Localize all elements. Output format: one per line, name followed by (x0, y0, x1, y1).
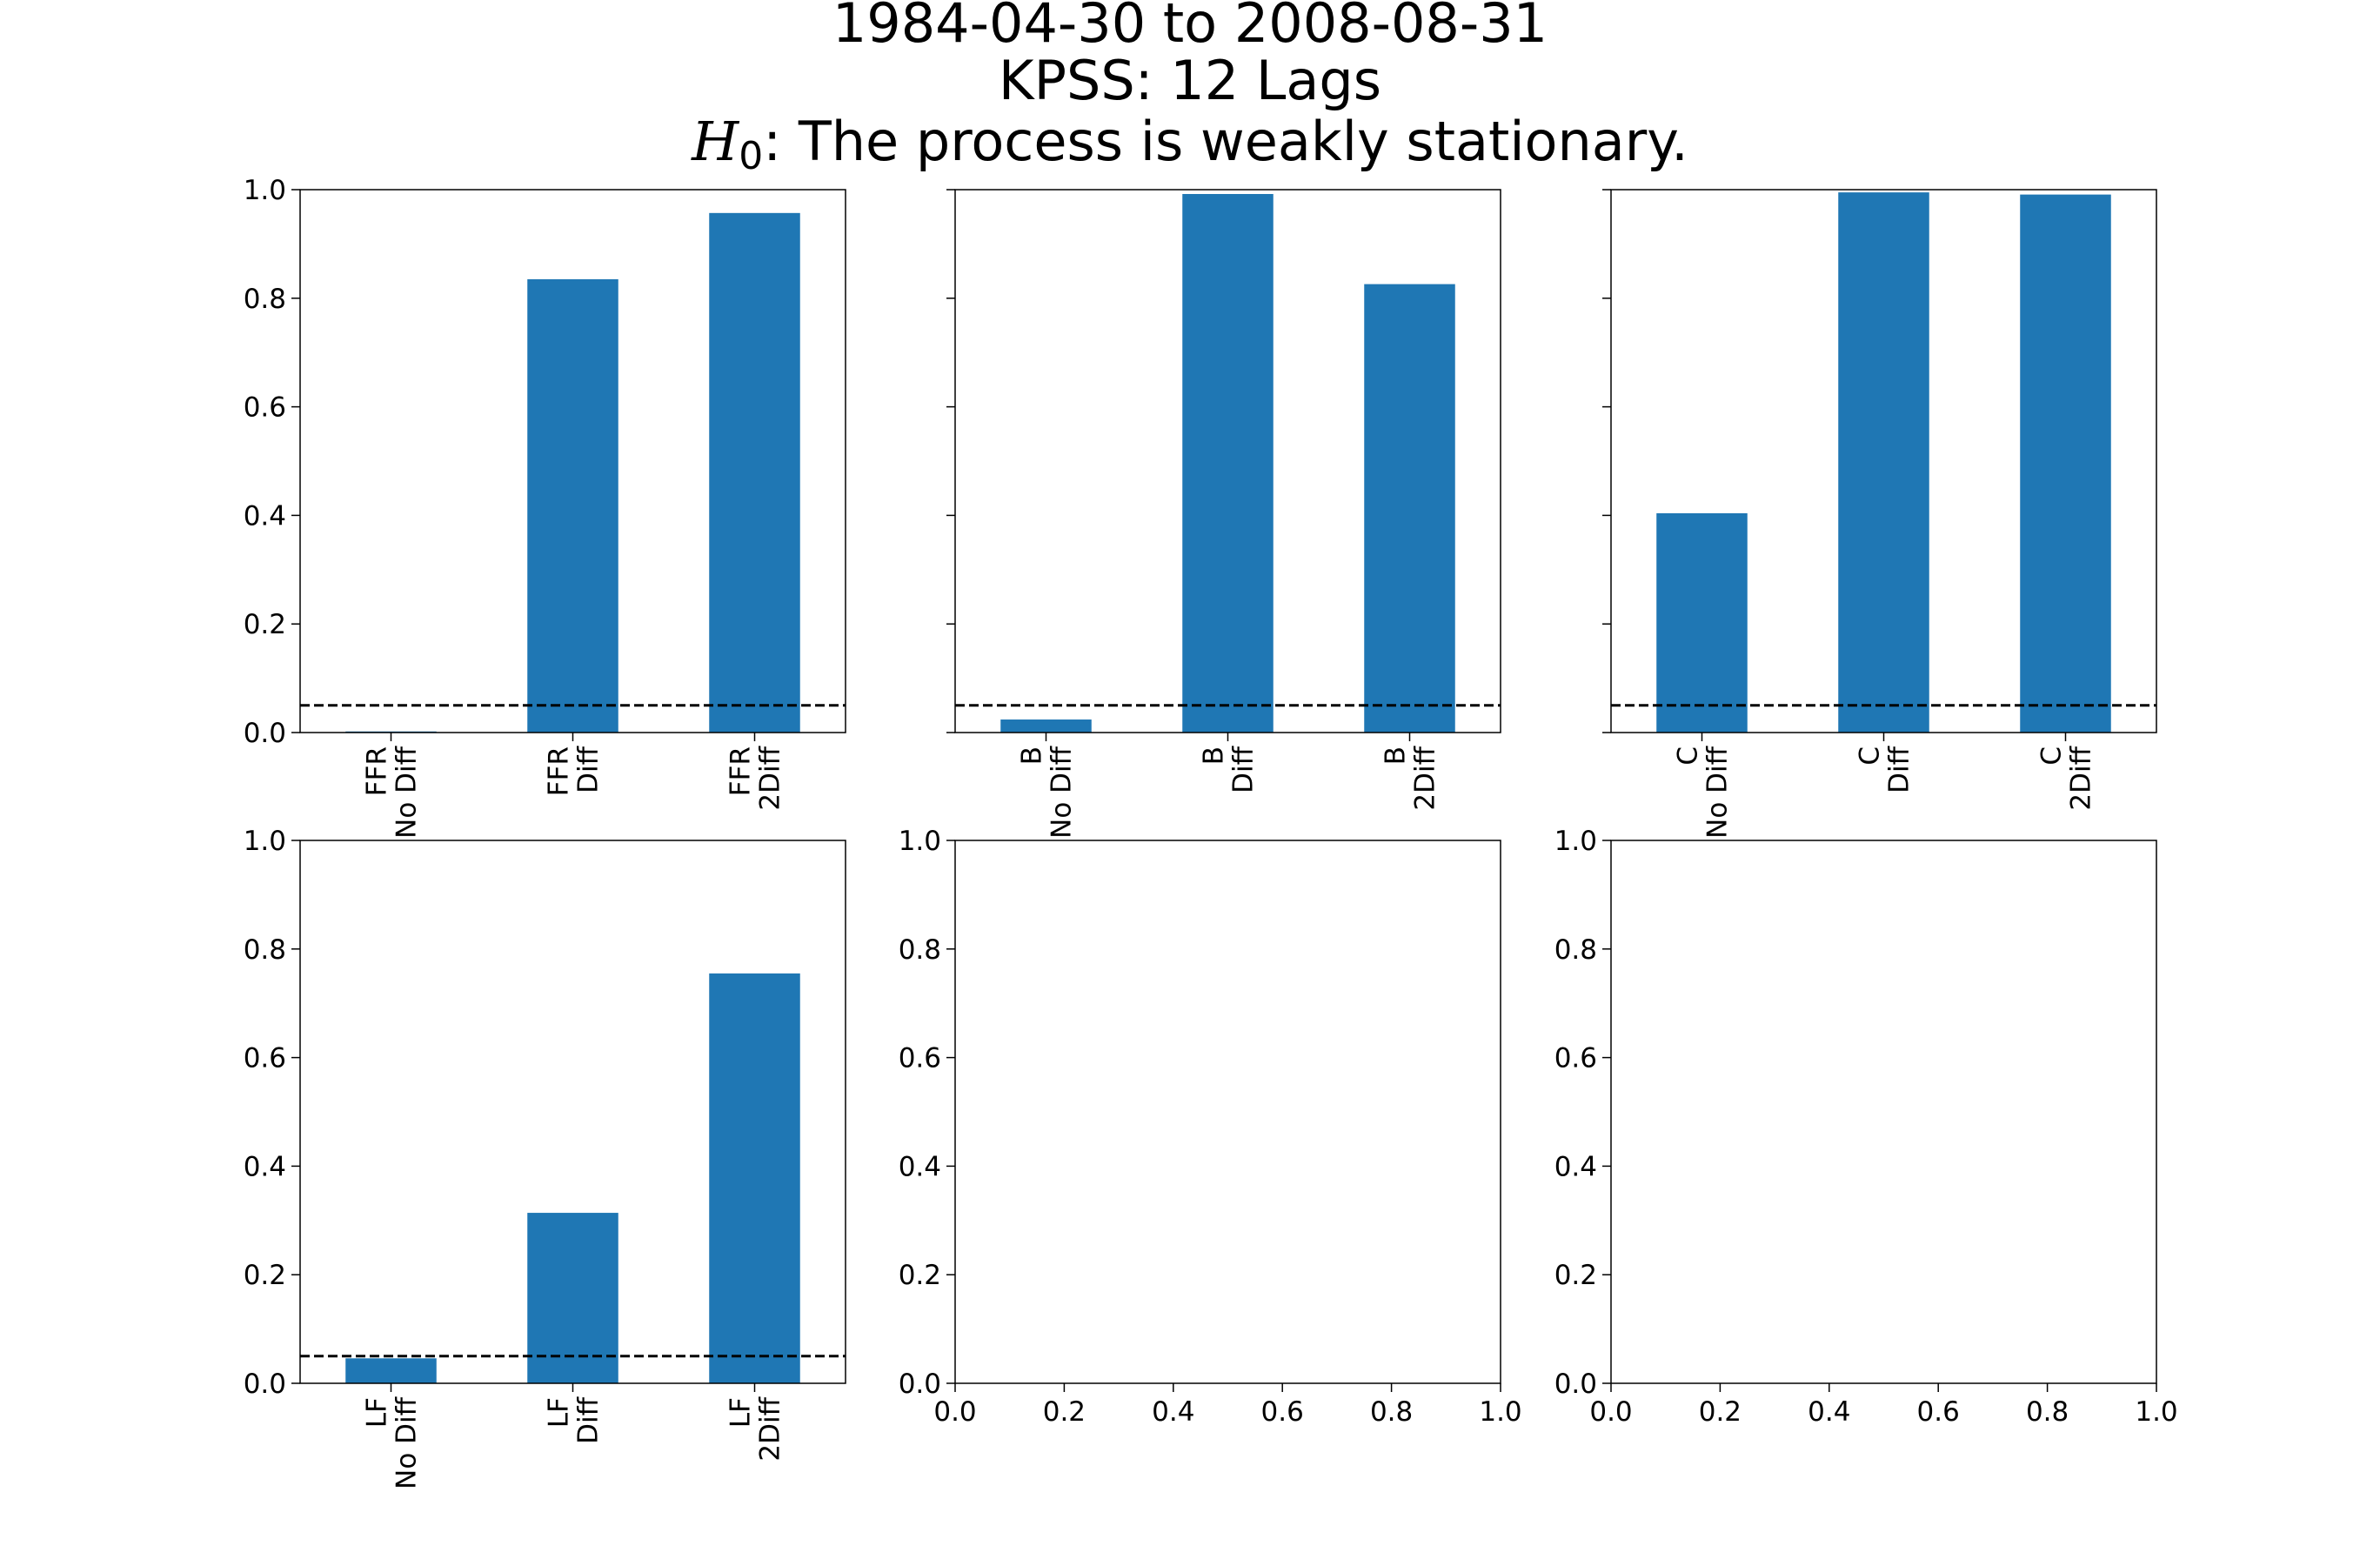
x-tick-label: LF2Diff (725, 1396, 786, 1461)
x-tick-label: 1.0 (2135, 1396, 2177, 1428)
subplot-4: 0.0 0.2 0.4 0.6 0.8 1.0 LFNo Diff LFDiff LF2Diff (244, 826, 846, 1489)
x-tick-label: CDiff (1855, 746, 1915, 793)
y-tick-label: 1.0 (899, 826, 941, 857)
subplot-3: CNo Diff CDiff C2Diff (1602, 189, 2157, 839)
y-tick-label: 1.0 (244, 826, 286, 857)
bar (1364, 284, 1455, 733)
x-tick-label: 0.0 (933, 1396, 976, 1428)
bar (709, 973, 800, 1383)
bar (2020, 194, 2111, 733)
subplot-2: BNo Diff BDiff B2Diff (946, 189, 1501, 839)
bar (709, 212, 800, 733)
x-tick-label: BNo Diff (1017, 746, 1078, 838)
x-tick-label: 0.2 (1043, 1396, 1086, 1428)
x-tick-label: 0.8 (2026, 1396, 2069, 1428)
y-tick-label: 0.0 (244, 1369, 286, 1400)
x-tick-label: 0.4 (1152, 1396, 1194, 1428)
y-tick-label: 0.2 (244, 1260, 286, 1291)
axes-frame (299, 840, 846, 1384)
y-tick-label: 0.8 (244, 934, 286, 966)
bar (1656, 512, 1748, 733)
bar (345, 1358, 437, 1383)
x-tick-label: LFDiff (544, 1396, 605, 1443)
x-tick-label: LFNo Diff (362, 1396, 423, 1489)
x-tick-label: 0.8 (1370, 1396, 1413, 1428)
x-tick-label: 1.0 (1479, 1396, 1521, 1428)
bar (1000, 719, 1092, 733)
x-tick-label: FFRNo Diff (362, 746, 423, 838)
subplot-6: 0.0 0.2 0.4 0.6 0.8 1.0 0.0 0.2 0.4 0.6 0.8 1.0 (1554, 826, 2178, 1428)
y-tick-label: 0.0 (244, 718, 286, 749)
y-tick-label: 0.8 (244, 284, 286, 315)
hypothesis-symbol: H0 (692, 110, 764, 179)
y-tick-label: 0.6 (244, 1043, 286, 1074)
x-tick-label: BDiff (1199, 746, 1260, 793)
subplot-1: 0.0 0.2 0.4 0.6 0.8 1.0 FFRNo Diff FFRDiff FFR2D… (244, 175, 846, 839)
axes-frame (1610, 189, 2157, 733)
x-tick-label: CNo Diff (1673, 746, 1734, 838)
x-tick-label: 0.6 (1261, 1396, 1304, 1428)
axes-frame (1610, 840, 2157, 1384)
hypothesis-subscript: 0 (739, 134, 764, 178)
y-tick-label: 0.2 (899, 1260, 941, 1291)
bar (1182, 193, 1274, 733)
y-tick-label: 0.8 (1554, 934, 1597, 966)
chart-title-line-2: KPSS: 12 Lags (998, 49, 1382, 112)
x-tick-label: 0.6 (1917, 1396, 1960, 1428)
axes-frame (954, 840, 1501, 1384)
y-tick-label: 0.4 (899, 1151, 941, 1182)
chart-title-line-3: H0: The process is weakly stationary. (0, 111, 2380, 187)
bar (527, 1213, 618, 1383)
x-tick-label: 0.2 (1699, 1396, 1742, 1428)
y-tick-label: 0.4 (244, 1151, 286, 1182)
y-tick-label: 1.0 (244, 175, 286, 206)
x-tick-label: C2Diff (2036, 746, 2097, 810)
hypothesis-text: : The process is weakly stationary. (763, 110, 1688, 173)
y-tick-label: 1.0 (1554, 826, 1597, 857)
x-tick-label: B2Diff (1381, 746, 1441, 810)
y-tick-label: 0.0 (899, 1369, 941, 1400)
x-tick-label: 0.0 (1589, 1396, 1632, 1428)
y-tick-label: 0.6 (1554, 1043, 1597, 1074)
y-tick-label: 0.0 (1554, 1369, 1597, 1400)
x-tick-label: FFRDiff (544, 746, 605, 796)
x-tick-label: FFR2Diff (725, 746, 786, 810)
x-tick-label: 0.4 (1808, 1396, 1850, 1428)
y-tick-label: 0.4 (1554, 1151, 1597, 1182)
y-tick-label: 0.6 (244, 392, 286, 424)
y-tick-label: 0.4 (244, 500, 286, 532)
y-tick-label: 0.2 (1554, 1260, 1597, 1291)
axes-frame (299, 189, 846, 733)
subplot-5: 0.0 0.2 0.4 0.6 0.8 1.0 0.0 0.2 0.4 0.6 0.8 1.0 (899, 826, 1522, 1428)
axes-frame (954, 189, 1501, 733)
y-tick-label: 0.6 (899, 1043, 941, 1074)
y-tick-label: 0.2 (244, 609, 286, 640)
y-tick-label: 0.8 (899, 934, 941, 966)
chart-title-line-1: 1984-04-30 to 2008-08-31 (832, 0, 1548, 55)
bar (1838, 192, 1929, 733)
bar (527, 278, 618, 733)
